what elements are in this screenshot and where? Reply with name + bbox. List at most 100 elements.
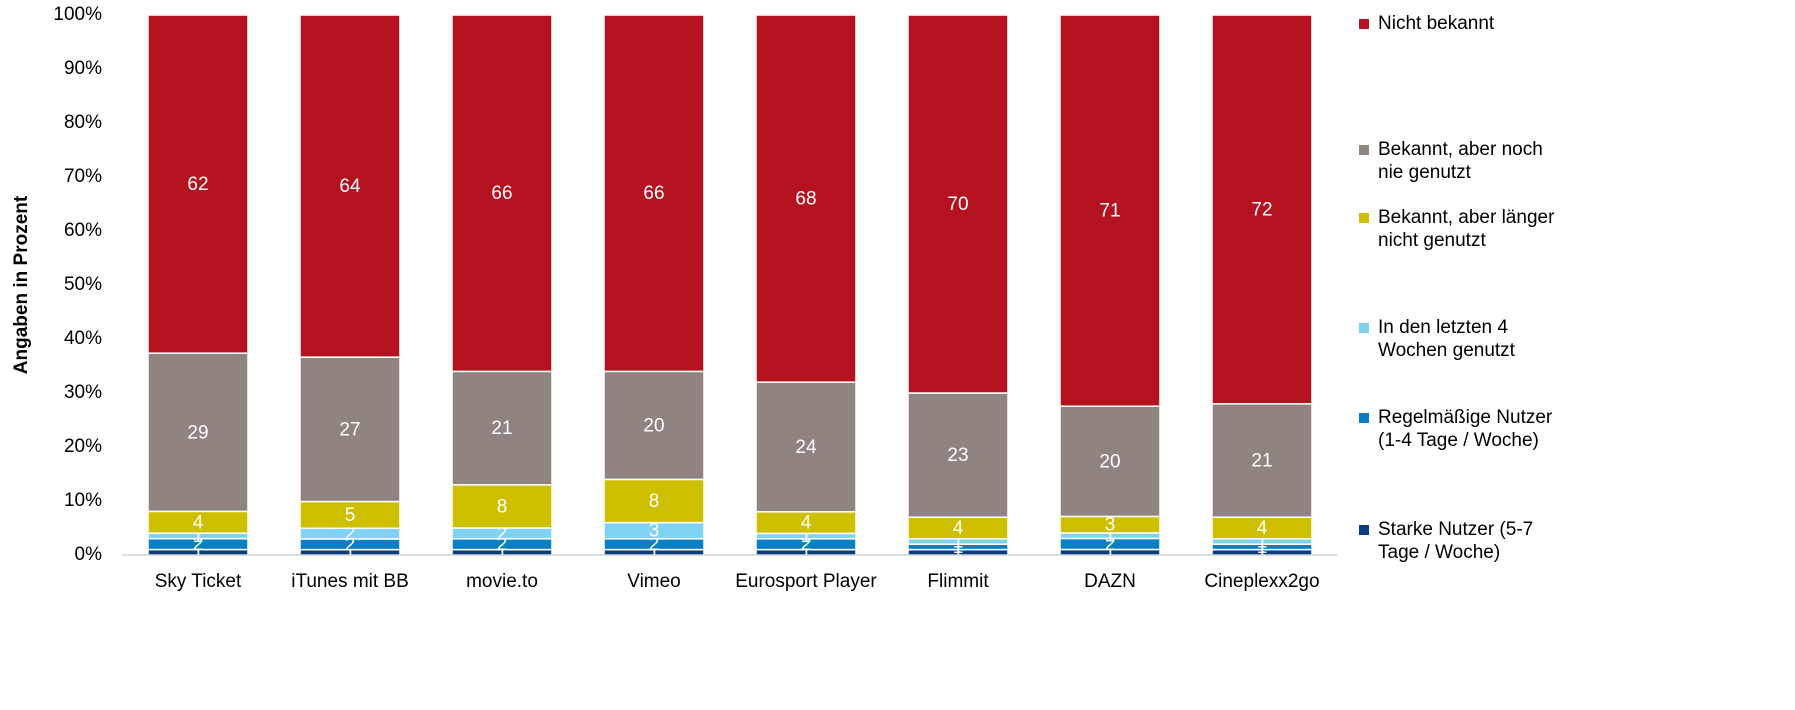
bar-segment [299,500,401,530]
legend-swatch [1359,413,1369,423]
data-label: 20 [643,415,664,436]
data-label: 1 [953,537,964,558]
x-tick-label: Vimeo [627,571,681,592]
data-label: 2 [345,534,356,555]
bar-segment [907,392,1009,518]
data-label: 2 [497,523,508,544]
y-tick-label: 30% [64,382,102,403]
x-tick-label: Cineplexx2go [1204,571,1320,592]
data-label: 2 [801,534,812,555]
data-label: 3 [649,521,660,542]
data-label: 62 [187,174,208,195]
legend-label: Nicht bekannt [1378,13,1495,34]
data-label: 1 [1257,537,1268,558]
bar-segment [603,370,705,481]
data-label: 1 [193,526,204,547]
data-label: 29 [187,422,208,443]
y-tick-label: 60% [64,220,102,241]
x-tick-label: Sky Ticket [154,571,242,592]
data-label: 2 [345,524,356,545]
legend-swatch [1359,525,1369,535]
data-label: 68 [795,189,816,210]
bar-segment [451,14,553,373]
data-label: 4 [193,512,204,533]
legend-label: In den letzten 4 Wochen genutzt [1378,317,1515,361]
data-label: 1 [1105,526,1116,547]
data-label: 1 [953,532,964,553]
data-label: 64 [339,176,361,197]
y-tick-label: 90% [64,58,102,79]
data-label: 24 [795,437,817,458]
y-tick-label: 100% [53,4,102,25]
data-label: 21 [1251,451,1272,472]
bar-segment [1059,405,1161,518]
data-label: 1 [345,542,356,563]
legend-label: Bekannt, aber länger nicht genutzt [1378,207,1555,251]
data-label: 1 [1257,532,1268,553]
data-label: 1 [801,526,812,547]
bar-segment [147,14,249,354]
legend-label: Regelmäßige Nutzer (1-4 Tage / Woche) [1378,407,1553,451]
data-label: 3 [1105,515,1116,536]
data-label: 4 [801,513,812,534]
bar-segment [1211,403,1313,518]
data-label: 66 [643,183,664,204]
data-label: 2 [1105,534,1116,555]
y-tick-label: 20% [64,436,102,457]
legend-swatch [1359,323,1369,333]
data-label: 1 [801,542,812,563]
y-tick-label: 50% [64,274,102,295]
data-label: 23 [947,445,968,466]
data-label: 1 [497,542,508,563]
data-label: 70 [947,194,968,215]
data-label: 66 [491,183,512,204]
data-label: 21 [491,418,512,439]
data-label: 4 [953,518,964,539]
bar-segment [755,381,857,513]
y-tick-label: 80% [64,112,102,133]
bar-segment [603,478,705,524]
bar-segment [1059,14,1161,407]
bar-segment [299,356,401,503]
y-axis-title: Angaben in Prozent [11,195,32,374]
data-label: 27 [339,419,360,440]
bar-segment [451,370,553,486]
data-label: 1 [953,542,964,563]
data-label: 5 [345,505,356,526]
data-label: 2 [497,534,508,555]
bar-segment [299,14,401,358]
data-label: 71 [1099,201,1120,222]
data-label: 8 [649,491,660,512]
y-tick-label: 0% [75,544,103,565]
x-tick-label: movie.to [466,571,538,592]
x-tick-label: iTunes mit BB [291,571,409,592]
y-tick-label: 40% [64,328,102,349]
legend-swatch [1359,213,1369,223]
data-label: 1 [1105,542,1116,563]
data-label: 20 [1099,451,1120,472]
legend-swatch [1359,145,1369,155]
x-tick-label: DAZN [1084,571,1136,592]
bar-segment [147,352,249,513]
data-label: 4 [1257,518,1268,539]
y-tick-label: 70% [64,166,102,187]
bar-segment [451,484,553,529]
bar-segment [907,14,1009,394]
y-tick-label: 10% [64,490,102,511]
data-label: 1 [649,542,660,563]
legend-label: Starke Nutzer (5-7 Tage / Woche) [1378,519,1534,563]
bar-segment [603,14,705,373]
data-label: 2 [193,534,204,555]
legend-swatch [1359,19,1369,29]
legend-label: Bekannt, aber noch nie genutzt [1378,139,1543,183]
data-label: 1 [193,542,204,563]
bar-segment [1211,14,1313,405]
x-tick-label: Flimmit [927,571,989,592]
data-label: 72 [1251,199,1272,220]
bar-segment [755,14,857,383]
data-label: 1 [1257,542,1268,563]
data-label: 8 [497,496,508,517]
data-label: 2 [649,534,660,555]
